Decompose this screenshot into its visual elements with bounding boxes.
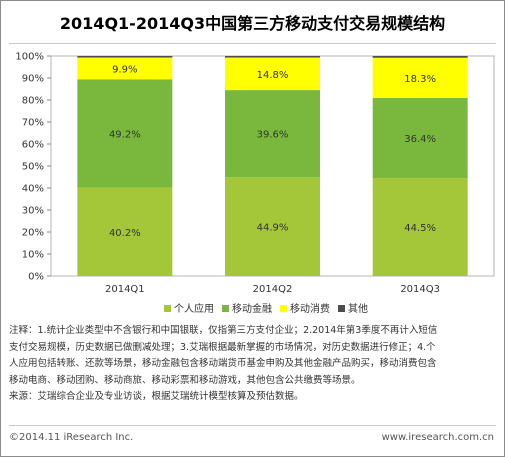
y-tick-label: 20% — [22, 228, 44, 239]
bar-segment — [372, 56, 468, 58]
note-line: 注释：1.统计企业类型中不含银行和中国银联，仅指第三方支付企业；2.2014年第… — [9, 325, 438, 336]
y-tick-label: 30% — [22, 206, 44, 217]
legend-label: 移动金融 — [232, 302, 272, 315]
y-tick-label: 90% — [22, 74, 44, 85]
y-tick-label: 60% — [22, 140, 44, 151]
y-tick-label: 0% — [28, 272, 44, 283]
x-tick-label: 2014Q2 — [253, 284, 293, 295]
legend-label: 移动消费 — [290, 302, 330, 315]
x-tick-label: 2014Q3 — [400, 284, 440, 295]
chart-notes: 注释：1.统计企业类型中不含银行和中国银联，仅指第三方支付企业；2.2014年第… — [9, 323, 497, 406]
bar-segment — [225, 177, 320, 276]
data-label: 44.9% — [257, 223, 289, 234]
legend-swatch — [280, 305, 287, 312]
bar-segment — [225, 90, 320, 178]
bar-segment — [372, 57, 468, 99]
legend-swatch — [338, 305, 345, 312]
stacked-bar-chart: 0% 10% 20% 30% 40% 50% 60% 70% 80% 90% 100% 40.2% 49… — [15, 52, 495, 315]
data-label: 18.3% — [404, 74, 436, 85]
y-tick-label: 50% — [22, 162, 44, 173]
bar-segment — [77, 79, 173, 188]
data-label: 9.9% — [112, 64, 137, 75]
bar-segment — [77, 57, 173, 80]
note-line: 人应用包括转账、还款等场景，移动金融包含移动端货币基金申购及其他金融产品购买，移… — [9, 358, 437, 370]
data-label: 44.5% — [404, 223, 436, 234]
bar-segment — [77, 56, 173, 58]
y-tick-label: 80% — [22, 96, 44, 107]
website-link[interactable]: www.iresearch.com.cn — [381, 432, 494, 443]
y-tick-label: 10% — [22, 250, 44, 261]
data-label: 49.2% — [109, 129, 141, 140]
data-label: 36.4% — [404, 134, 436, 145]
source-line: 来源：艾瑞综合企业及专业访谈，根据艾瑞统计模型核算及预估数据。 — [9, 391, 304, 403]
legend-label: 个人应用 — [174, 302, 214, 315]
bar-segment — [372, 98, 468, 179]
bar-segment — [372, 178, 468, 276]
bar-segment — [225, 56, 320, 58]
note-line: 支付交易规模，历史数据已做删减处理；3.艾瑞根据最新掌握的市场情况，对历史数据进… — [9, 341, 436, 353]
title-divider — [9, 43, 496, 44]
data-label: 40.2% — [109, 228, 141, 239]
y-tick-label: 70% — [22, 118, 44, 129]
y-tick-label: 40% — [22, 184, 44, 195]
data-label: 14.8% — [257, 70, 289, 81]
note-line: 移动电商、移动团购、移动商旅、移动彩票和移动游戏，其他包含公共缴费等场景。 — [9, 374, 361, 386]
bar-segment — [225, 57, 320, 91]
bar-segment — [77, 187, 173, 276]
y-tick-label: 100% — [15, 52, 44, 63]
legend-swatch — [164, 305, 171, 312]
legend-swatch — [222, 305, 229, 312]
legend-label: 其他 — [348, 302, 368, 315]
copyright-text: ©2014.11 iResearch Inc. — [9, 432, 134, 443]
data-label: 39.6% — [257, 130, 289, 141]
footer-divider — [9, 425, 496, 426]
chart-title: 2014Q1-2014Q3中国第三方移动支付交易规模结构 — [59, 14, 446, 33]
x-tick-label: 2014Q1 — [105, 284, 145, 295]
